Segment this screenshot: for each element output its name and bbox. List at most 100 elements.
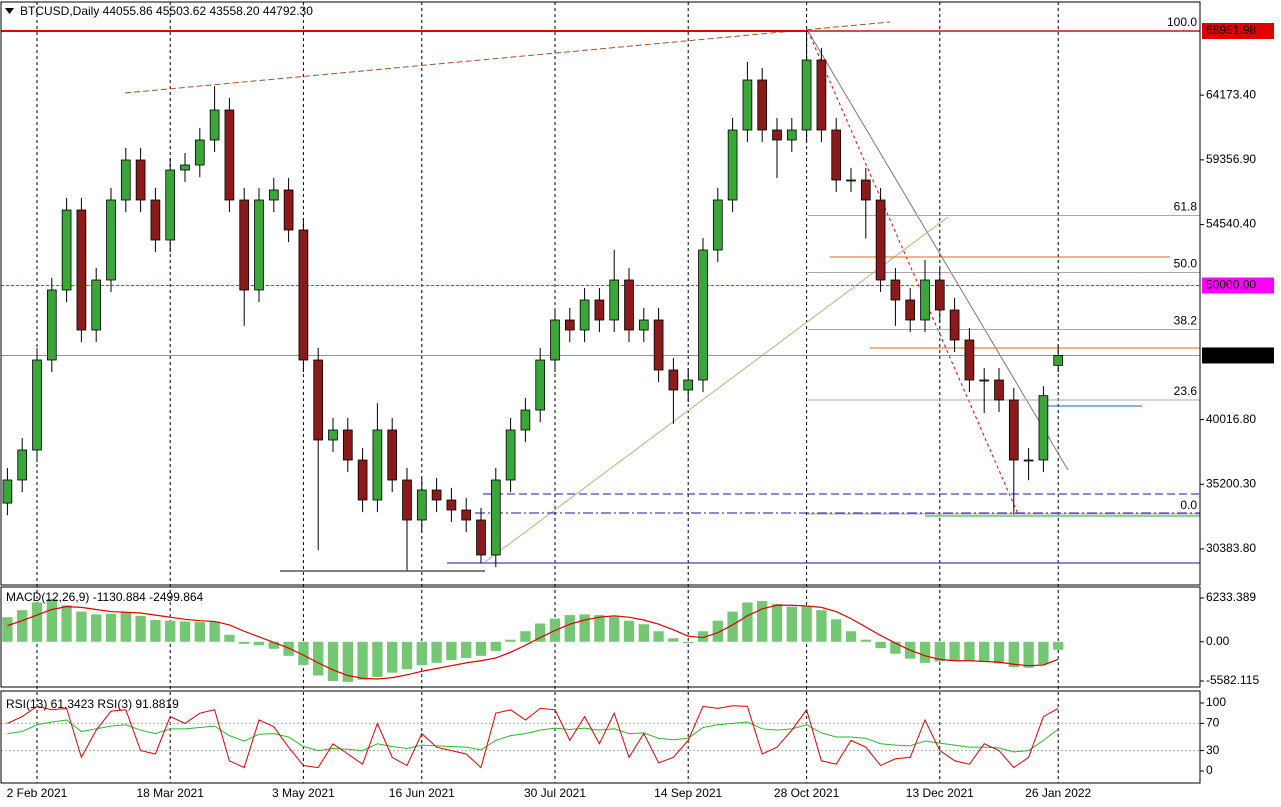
candle-body <box>875 199 886 281</box>
macd-bar <box>801 605 812 642</box>
candle-body <box>239 199 250 291</box>
candle-body <box>520 409 531 431</box>
trend-line <box>124 21 891 94</box>
candle-body <box>712 199 723 251</box>
candle-body <box>135 159 146 201</box>
candle-body <box>934 279 945 311</box>
macd-bar <box>239 641 250 644</box>
macd-bar <box>461 641 472 658</box>
x-tick-label: 16 Jun 2021 <box>389 786 455 800</box>
label-layer: 30383.80 35200.30 40016.80 54540.40 59356.90… <box>7 15 1274 800</box>
macd-bar <box>431 641 442 663</box>
macd-bar <box>31 602 43 642</box>
candle-body <box>490 479 501 556</box>
macd-frame <box>0 586 1201 688</box>
macd-bar <box>742 602 753 642</box>
candle-body <box>46 289 57 361</box>
candle-body <box>224 109 235 201</box>
candle-body <box>328 429 338 441</box>
macd-bar <box>91 614 102 642</box>
candle-body <box>2 479 13 504</box>
candle-body <box>298 229 309 361</box>
candle-body <box>106 199 116 281</box>
candle-body <box>1023 459 1034 462</box>
trend-line <box>807 30 1069 471</box>
macd-bar <box>505 639 516 642</box>
macd-bar <box>1008 641 1019 668</box>
candle-body <box>180 164 190 171</box>
y-tick-label: 30 <box>1206 743 1220 757</box>
fib-label: 23.6 <box>1174 384 1198 398</box>
main-frame <box>0 1 1201 586</box>
macd-bar <box>298 641 309 665</box>
candle-body <box>594 299 605 321</box>
macd-bar <box>623 620 635 642</box>
price-label: 68951.98 <box>1206 23 1256 37</box>
candle-body <box>860 179 871 201</box>
candle-body <box>979 379 990 382</box>
x-tick-label: 3 May 2021 <box>272 786 335 800</box>
macd-bar <box>2 617 13 642</box>
macd-bar <box>313 641 324 676</box>
price-label-box <box>1202 277 1274 294</box>
macd-bar <box>520 631 531 642</box>
candle-body <box>431 489 442 501</box>
candle-body <box>268 189 279 201</box>
macd-signal-line <box>7 604 1059 680</box>
candle-body <box>1038 395 1049 461</box>
trend-line <box>484 216 949 563</box>
macd-bar <box>150 620 161 642</box>
candle-body <box>727 129 738 201</box>
y-tick-label: 100 <box>1206 695 1226 709</box>
candle-body <box>757 79 768 131</box>
y-tick-label: 0.00 <box>1206 634 1230 648</box>
x-tick-label: 14 Sep 2021 <box>654 786 722 800</box>
candle-body <box>564 319 575 331</box>
rsi-line <box>7 705 1059 769</box>
macd-bar <box>357 641 368 680</box>
menu-triangle[interactable] <box>5 8 14 14</box>
macd-bar <box>283 641 294 656</box>
macd-bar <box>135 615 146 642</box>
candle-body <box>742 79 753 131</box>
macd-bar <box>609 615 620 642</box>
candle-body <box>831 129 842 181</box>
x-tick-label: 13 Dec 2021 <box>906 786 974 800</box>
macd-bar <box>668 638 679 642</box>
candle-body <box>535 359 546 411</box>
macd-bar <box>890 641 901 654</box>
macd-bar <box>712 620 723 642</box>
y-tick-label: 0 <box>1206 763 1213 777</box>
candle-body <box>254 199 264 291</box>
macd-bar <box>209 621 220 642</box>
candle-body <box>949 309 960 341</box>
chart-title: BTCUSD,Daily 44055.86 45503.62 43558.20 … <box>20 4 313 18</box>
candle-body <box>61 209 72 291</box>
macd-bar <box>194 622 205 642</box>
macd-bar <box>46 598 57 642</box>
macd-bar <box>757 601 768 642</box>
x-tick-label: 28 Oct 2021 <box>774 786 840 800</box>
candle-body <box>209 109 220 141</box>
fib-label: 50.0 <box>1174 257 1198 271</box>
candle-body <box>76 209 87 331</box>
fib-label: 0.0 <box>1180 498 1197 512</box>
macd-bar <box>372 641 383 677</box>
fib-label: 61.8 <box>1174 200 1198 214</box>
candle-body <box>476 519 486 556</box>
candle-body <box>920 279 930 321</box>
rsi-title: RSI(13) 61.3423 RSI(3) 91.8819 <box>6 697 179 711</box>
candle-body <box>32 359 42 451</box>
candle-body <box>816 59 827 131</box>
candle-body <box>461 509 472 521</box>
candle-body <box>772 129 782 141</box>
candle-body <box>890 279 901 301</box>
macd-bar <box>490 641 501 651</box>
candle-body <box>609 279 620 321</box>
candle-body <box>342 429 353 461</box>
x-tick-label: 18 Mar 2021 <box>137 786 205 800</box>
rsi-frame <box>0 690 1201 784</box>
y-tick-label: -5582.115 <box>1206 673 1259 687</box>
candle-body <box>17 449 28 481</box>
